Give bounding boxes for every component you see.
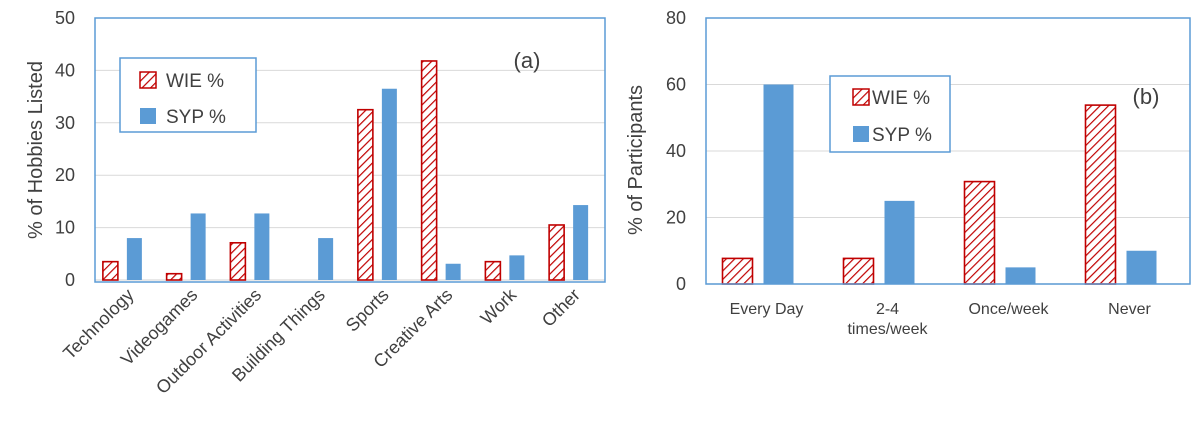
bar-b-syp-3 xyxy=(1126,250,1157,284)
legend-swatch-a-wie xyxy=(139,71,157,89)
legend-a: WIE % SYP % xyxy=(119,57,257,133)
category-label-b-1: 2-4 times/week xyxy=(847,301,928,338)
bar-a-syp-1 xyxy=(190,213,206,280)
ytick-b-3: 60 xyxy=(666,75,686,95)
bar-a-wie-6 xyxy=(484,260,502,281)
panel-label-a: (a) xyxy=(514,48,541,73)
ytick-a-2: 20 xyxy=(55,165,75,185)
bar-a-wie-0 xyxy=(102,260,119,281)
bar-b-syp-2 xyxy=(1005,267,1036,284)
legend-swatch-b-syp xyxy=(853,126,869,142)
ytick-b-1: 20 xyxy=(666,208,686,228)
y-axis-label-a: % of Hobbies Listed xyxy=(25,61,47,239)
bar-a-wie-2 xyxy=(229,241,247,281)
category-label-b-2: Once/week xyxy=(968,301,1049,318)
legend-box-b xyxy=(829,75,951,153)
bar-a-syp-6 xyxy=(509,255,525,280)
legend-b: WIE % SYP % xyxy=(829,75,951,153)
bar-a-syp-0 xyxy=(126,238,142,280)
ytick-b-2: 40 xyxy=(666,141,686,161)
plot-frame-a xyxy=(94,17,606,283)
plot-frame-b xyxy=(705,17,1191,285)
ytick-a-5: 50 xyxy=(55,8,75,28)
bar-a-wie-4 xyxy=(357,108,374,281)
legend-label-a-wie: WIE % xyxy=(166,71,224,92)
category-label-b-0-line-0: Every Day xyxy=(730,301,804,318)
category-label-a-6: Work xyxy=(477,284,521,328)
bar-a-wie-7 xyxy=(548,224,565,281)
category-label-b-0: Every Day xyxy=(730,301,804,318)
category-label-a-4: Sports xyxy=(342,285,393,336)
panel-label-b: (b) xyxy=(1133,84,1160,109)
ytick-b-4: 80 xyxy=(666,8,686,28)
bar-a-syp-3 xyxy=(318,238,334,280)
y-axis-label-b: % of Participants xyxy=(625,85,647,235)
legend-label-b-wie: WIE % xyxy=(872,88,930,109)
bar-a-syp-2 xyxy=(254,213,270,280)
bar-b-wie-0 xyxy=(721,257,754,285)
bar-a-syp-5 xyxy=(445,263,461,280)
ytick-a-4: 40 xyxy=(55,60,75,80)
legend-label-b-syp: SYP % xyxy=(872,125,932,146)
category-label-a-7: Other xyxy=(538,285,584,331)
category-label-b-1-line-1: times/week xyxy=(847,321,928,338)
chart-b: 0 20 40 60 80 Every Day 2-4 times/week Once/week… xyxy=(625,8,1191,338)
category-label-b-2-line-0: Once/week xyxy=(968,301,1049,318)
category-label-b-3-line-0: Never xyxy=(1108,301,1151,318)
ytick-b-0: 0 xyxy=(676,274,686,294)
bar-b-wie-2 xyxy=(963,180,996,285)
bar-b-syp-1 xyxy=(884,200,915,284)
ytick-a-1: 10 xyxy=(55,218,75,238)
ytick-a-3: 30 xyxy=(55,113,75,133)
bar-a-wie-1 xyxy=(165,272,183,281)
bar-b-wie-1 xyxy=(842,257,875,285)
bar-a-wie-5 xyxy=(420,60,438,281)
legend-swatch-b-wie xyxy=(852,88,870,106)
category-label-b-1-line-0: 2-4 xyxy=(876,301,899,318)
ytick-a-0: 0 xyxy=(65,270,75,290)
category-label-b-3: Never xyxy=(1108,301,1151,318)
legend-label-a-syp: SYP % xyxy=(166,107,226,128)
bar-a-syp-4 xyxy=(381,88,397,281)
bar-b-syp-0 xyxy=(763,84,794,284)
bar-b-wie-3 xyxy=(1084,104,1117,285)
legend-swatch-a-syp xyxy=(140,108,156,124)
bar-a-syp-7 xyxy=(573,205,589,280)
